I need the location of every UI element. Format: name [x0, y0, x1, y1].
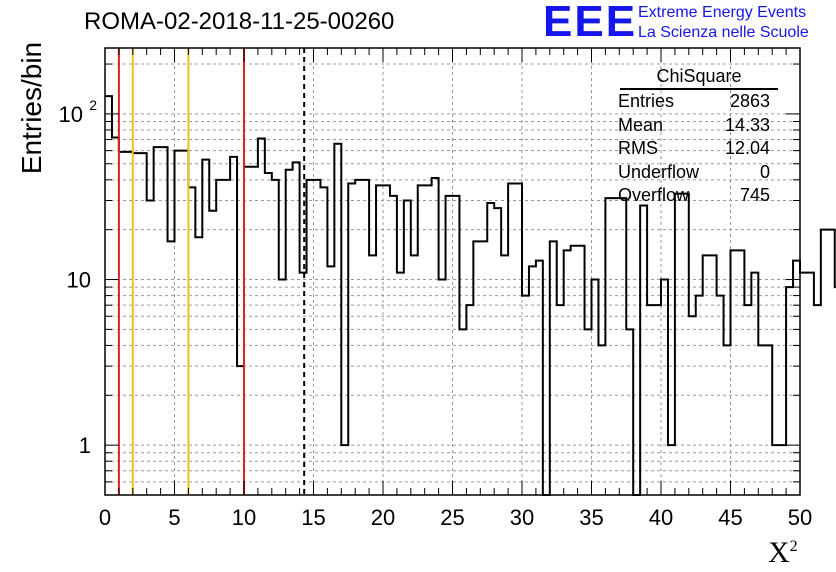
- stats-value: 0: [759, 161, 770, 182]
- x-tick-label: 30: [510, 505, 534, 530]
- stats-row-underflow: Underflow 0: [614, 161, 778, 185]
- stats-label: Overflow: [618, 185, 690, 206]
- stats-row-mean: Mean 14.33: [614, 114, 778, 138]
- x-axis-label-symbol: X: [768, 536, 790, 569]
- x-tick-label: 15: [301, 505, 325, 530]
- y-tick-label: 10: [67, 268, 91, 293]
- x-tick-label: 10: [232, 505, 256, 530]
- logo-tagline-line1: Extreme Energy Events: [638, 4, 807, 21]
- stats-box: ChiSquare Entries 2863 Mean 14.33 RMS 12.04…: [614, 66, 778, 208]
- stats-row-overflow: Overflow 745: [614, 184, 778, 208]
- stats-box-title: ChiSquare: [620, 66, 778, 90]
- stats-label: Mean: [618, 114, 664, 135]
- x-tick-label: 50: [788, 505, 812, 530]
- x-tick-label: 20: [371, 505, 395, 530]
- histogram-series: [105, 95, 836, 496]
- stats-value: 745: [739, 185, 770, 206]
- y-tick-label: 1: [79, 433, 91, 458]
- x-tick-label: 25: [440, 505, 464, 530]
- y-axis-label: Entries/bin: [16, 41, 47, 175]
- x-tick-label: 35: [579, 505, 603, 530]
- stats-row-entries: Entries 2863: [614, 90, 778, 114]
- y-tick-label-exponent: 2: [89, 97, 97, 113]
- eee-logo: EEE: [543, 0, 638, 46]
- x-tick-label: 0: [99, 505, 111, 530]
- x-tick-label: 40: [649, 505, 673, 530]
- y-tick-label: 10: [59, 102, 83, 127]
- stats-row-rms: RMS 12.04: [614, 137, 778, 161]
- stats-value: 12.04: [724, 138, 770, 159]
- stats-label: Underflow: [618, 161, 700, 182]
- x-axis-label: X2: [768, 536, 798, 570]
- x-axis-label-superscript: 2: [789, 538, 798, 555]
- stats-value: 2863: [729, 91, 770, 111]
- stats-label: RMS: [618, 138, 658, 159]
- x-tick-label: 45: [718, 505, 742, 530]
- logo-tagline-line2: La Scienza nelle Scuole: [638, 24, 809, 41]
- chart-title: ROMA-02-2018-11-25-00260: [84, 8, 395, 35]
- x-tick-label: 5: [168, 505, 180, 530]
- stats-label: Entries: [618, 91, 675, 111]
- stats-value: 14.33: [724, 114, 770, 135]
